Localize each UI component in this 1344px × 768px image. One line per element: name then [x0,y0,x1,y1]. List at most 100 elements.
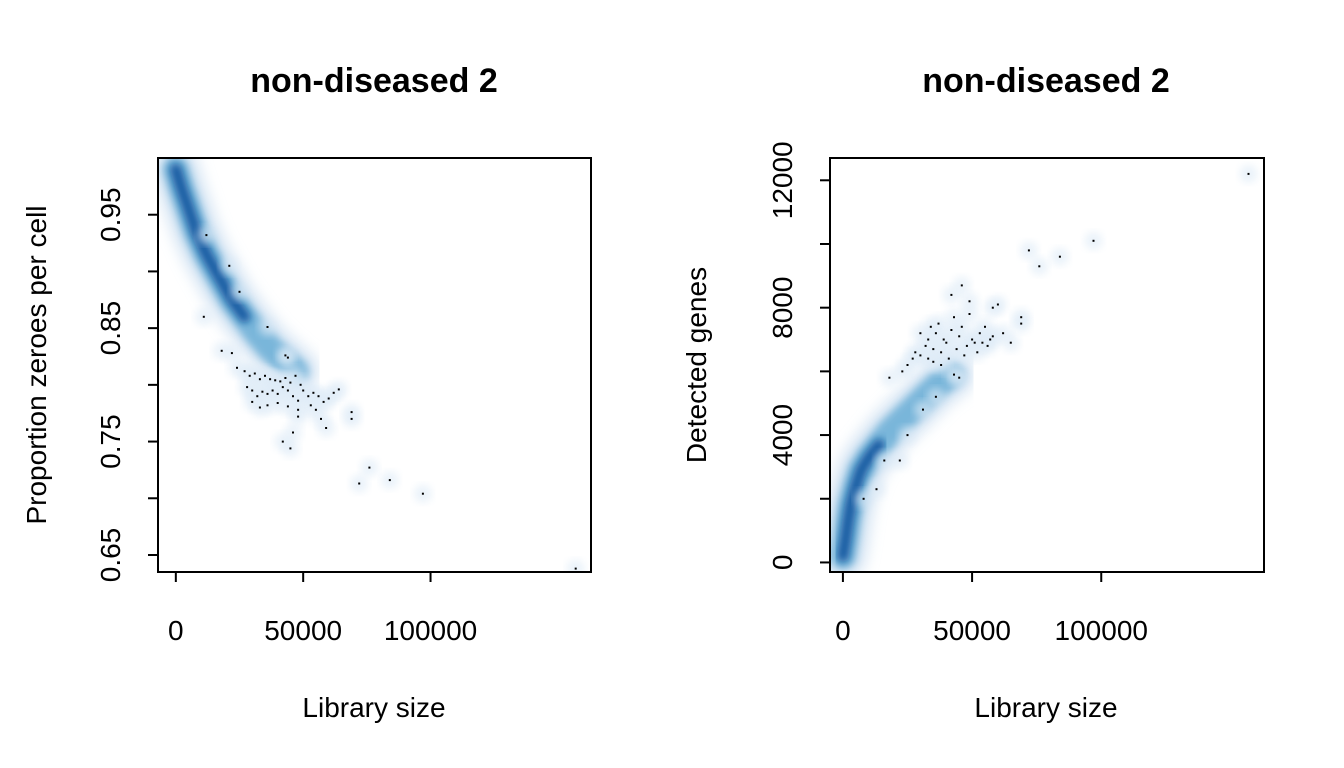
chart-title-left: non-diseased 2 [250,62,498,100]
x-tick-label: 0 [168,615,184,646]
outlier-point [914,351,917,354]
x-axis-left: 0 50000 100000 [168,571,477,646]
outlier-point [202,315,205,318]
outlier-point [934,395,937,398]
outlier-point [294,374,297,377]
outlier-point [940,364,943,366]
outlier-point [968,300,971,303]
outlier-point [875,488,878,491]
outlier-point [924,344,927,347]
outlier-point [269,378,272,381]
outlier-point [862,497,865,500]
outlier-point [927,357,930,360]
outlier-point [302,389,305,392]
outlier-point [984,325,986,328]
density-halo-dot [566,559,585,572]
outlier-point [350,411,353,414]
x-axis-right: 0 50000 100000 [835,571,1148,646]
outlier-point [971,338,974,341]
outlier-point [1027,249,1030,252]
x-tick-label: 50000 [264,615,342,646]
outlier-point [574,567,577,570]
outlier-point [932,360,935,363]
outlier-point [906,434,909,437]
outlier-point [309,404,312,407]
outlier-point [978,332,981,335]
outlier-point [976,351,979,354]
outlier-point [942,338,945,341]
outlier-points-right [862,172,1250,500]
outlier-point [989,338,992,341]
outlier-point [421,492,424,495]
outlier-point [953,316,955,319]
outlier-point [911,357,914,360]
outlier-point [292,431,294,434]
outlier-point [1038,265,1041,268]
outlier-point [950,329,953,331]
outlier-point [238,290,241,293]
outlier-point [256,395,259,398]
outlier-point [919,332,922,335]
outlier-point [312,391,315,394]
x-axis-label-left: Library size [302,692,445,723]
outlier-point [358,482,361,485]
outlier-point [297,408,300,411]
y-tick-label: 4000 [767,404,798,466]
outlier-point [883,459,886,462]
outlier-point [248,374,251,377]
panel-left: non-diseased 2 Library size Proportion z… [21,62,592,723]
outlier-point [274,379,277,382]
outlier-point [1092,239,1095,242]
outlier-point [940,351,943,354]
outlier-point [325,427,328,429]
outlier-point [388,479,391,482]
outlier-point [314,408,317,411]
outlier-point [297,399,300,402]
density-layer-left [158,158,585,572]
y-axis-left: 0.65 0.75 0.85 0.95 [95,187,159,583]
outlier-point [266,326,269,328]
outlier-point [1002,332,1005,335]
outlier-point [299,383,302,386]
outlier-point [320,417,322,420]
y-tick-label: 0.95 [95,187,126,242]
outlier-point [929,325,932,328]
y-tick-label: 0.65 [95,528,126,583]
outlier-point [271,389,274,392]
outlier-point [1058,255,1061,258]
plot-frame-right [829,157,1265,573]
outlier-point [922,408,924,411]
outlier-point [220,349,223,352]
outlier-point [292,395,294,398]
y-axis-right: 0 4000 8000 12000 [767,141,831,570]
outlier-point [996,303,999,306]
outlier-point [332,391,335,394]
outlier-point [258,378,261,381]
y-tick-label: 12000 [767,141,798,219]
outlier-point [251,389,254,392]
y-tick-label: 8000 [767,277,798,339]
y-tick-label: 0.75 [95,414,126,469]
outlier-point [276,402,279,404]
chart-title-right: non-diseased 2 [922,62,1170,100]
outlier-point [906,364,909,366]
outlier-point [947,357,950,360]
outlier-point [289,381,292,384]
outlier-point [953,373,955,376]
outlier-point [205,234,208,237]
outlier-point [968,313,971,315]
outlier-point [322,400,325,403]
outlier-point [236,366,238,369]
outlier-point [958,335,961,338]
outlier-point [981,341,984,344]
outlier-point [919,354,922,357]
outlier-point [963,354,966,357]
density-core [169,163,251,323]
outlier-point [327,397,330,400]
outlier-point [317,395,320,398]
outlier-point [286,405,289,408]
outlier-point [307,395,310,398]
density-layer-right [830,164,1258,572]
outlier-point [958,376,961,379]
